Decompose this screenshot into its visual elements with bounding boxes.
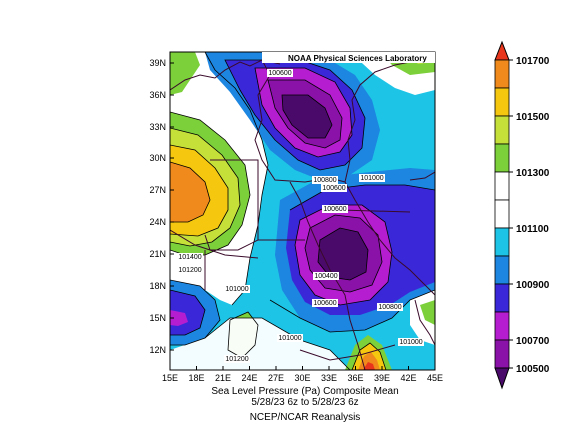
region-white-s	[170, 318, 350, 370]
colorbar-label: 100500	[516, 364, 550, 375]
credit-text: NOAA Physical Sciences Laboratory	[288, 54, 427, 63]
colorbar-segment	[494, 227, 510, 257]
colorbar-segment	[494, 87, 510, 117]
lon-tick-label: 24E	[241, 373, 257, 383]
contour-label: 101000	[399, 339, 422, 346]
contour-label-bg	[313, 272, 339, 280]
credit-box	[262, 52, 435, 63]
lat-axis: 39N 36N 33N 30N 27N 24N 21N 18N 15N 12N	[149, 58, 174, 355]
region-magenta-sw	[170, 310, 188, 326]
contour-label: 101400	[178, 254, 201, 261]
caption-line1: Sea Level Pressure (Pa) Composite Mean	[211, 386, 399, 397]
contour-label: 100800	[313, 177, 336, 184]
colorbar-bottom-arrow	[494, 367, 510, 390]
lon-tick-label: 42E	[400, 373, 416, 383]
caption-line2: 5/28/23 6z to 5/28/23 6z	[251, 397, 359, 408]
contour-label-bg	[377, 303, 403, 311]
colorbar-label: 100700	[516, 336, 550, 347]
contour-label-bg	[322, 205, 348, 213]
colorbar-segment	[494, 143, 510, 173]
lon-tick-label: 15E	[162, 373, 178, 383]
region-green-e	[420, 300, 435, 325]
contour-label-bg	[224, 285, 250, 293]
contour-label-bg	[359, 174, 385, 182]
colorbar-label: 100900	[516, 280, 550, 291]
colorbar-top-arrow	[494, 40, 510, 61]
colorbar-segment	[494, 283, 510, 313]
colorbar-segment	[494, 311, 510, 341]
region-orange-w	[170, 162, 210, 222]
lon-tick-label: 39E	[374, 373, 390, 383]
lon-tick-label: 45E	[427, 373, 443, 383]
contour-label: 100800	[378, 304, 401, 311]
region-green-nw	[170, 52, 200, 95]
region-darkpurple-east	[318, 228, 368, 280]
colorbar-segment	[494, 171, 510, 201]
contour-label: 101000	[278, 335, 301, 342]
lat-tick-label: 39N	[149, 58, 166, 68]
lon-tick-label: 27E	[268, 373, 284, 383]
contour-label-bg	[312, 299, 338, 307]
colorbar-segment	[494, 115, 510, 145]
lon-tick-label: 30E	[294, 373, 310, 383]
region-red-se	[363, 362, 375, 370]
contour-label-bg	[277, 334, 303, 342]
lon-tick-label: 21E	[215, 373, 231, 383]
contour-label: 100400	[314, 273, 337, 280]
lat-tick-label: 21N	[149, 249, 166, 259]
contour-label: 101200	[178, 267, 201, 274]
lon-tick-label: 18E	[188, 373, 204, 383]
lat-tick-label: 33N	[149, 122, 166, 132]
contour-label: 100600	[323, 206, 346, 213]
caption-line3: NCEP/NCAR Reanalysis	[249, 412, 361, 423]
colorbar-segment	[494, 339, 510, 369]
lat-tick-label: 30N	[149, 153, 166, 163]
colorbar-label: 101300	[516, 168, 550, 179]
contour-label: 100600	[268, 70, 291, 77]
colorbar: 101700 101500 101300 101100 100900 100700 1005…	[494, 40, 550, 390]
lat-tick-label: 15N	[149, 313, 166, 323]
contour-label-bg	[177, 266, 203, 274]
lon-tick-label: 36E	[347, 373, 363, 383]
contour-label-bg	[398, 338, 424, 346]
lat-tick-label: 36N	[149, 90, 166, 100]
colorbar-segment	[494, 59, 510, 89]
lat-tick-label: 18N	[149, 281, 166, 291]
lon-tick-label: 33E	[321, 373, 337, 383]
colorbar-label: 101500	[516, 112, 550, 123]
colorbar-label: 101100	[516, 224, 549, 235]
colorbar-label: 101700	[516, 56, 550, 67]
lat-tick-label: 24N	[149, 217, 166, 227]
contour-label: 101000	[360, 175, 383, 182]
contour-label-bg	[267, 69, 293, 77]
colorbar-segment	[494, 199, 510, 229]
colorbar-segment	[494, 255, 510, 285]
contour-label-bg	[312, 176, 338, 184]
contour-lines	[170, 52, 435, 370]
contour-label: 100600	[322, 185, 345, 192]
pressure-map	[170, 52, 435, 370]
contour-label-bg	[321, 184, 347, 192]
contour-label: 100600	[313, 300, 336, 307]
contour-labels: 1006001008001006001010001006001014001012…	[177, 69, 424, 363]
lon-axis: 15E 18E 21E 24E 27E 30E 33E 36E 39E 42E 45E	[162, 366, 443, 383]
contour-label-bg	[224, 355, 250, 363]
lat-tick-label: 12N	[149, 345, 166, 355]
lat-tick-label: 27N	[149, 185, 166, 195]
contour-label: 101000	[225, 286, 248, 293]
contour-label-bg	[177, 253, 203, 261]
region-darkpurple-north	[282, 95, 332, 138]
contour-label: 101200	[225, 356, 248, 363]
